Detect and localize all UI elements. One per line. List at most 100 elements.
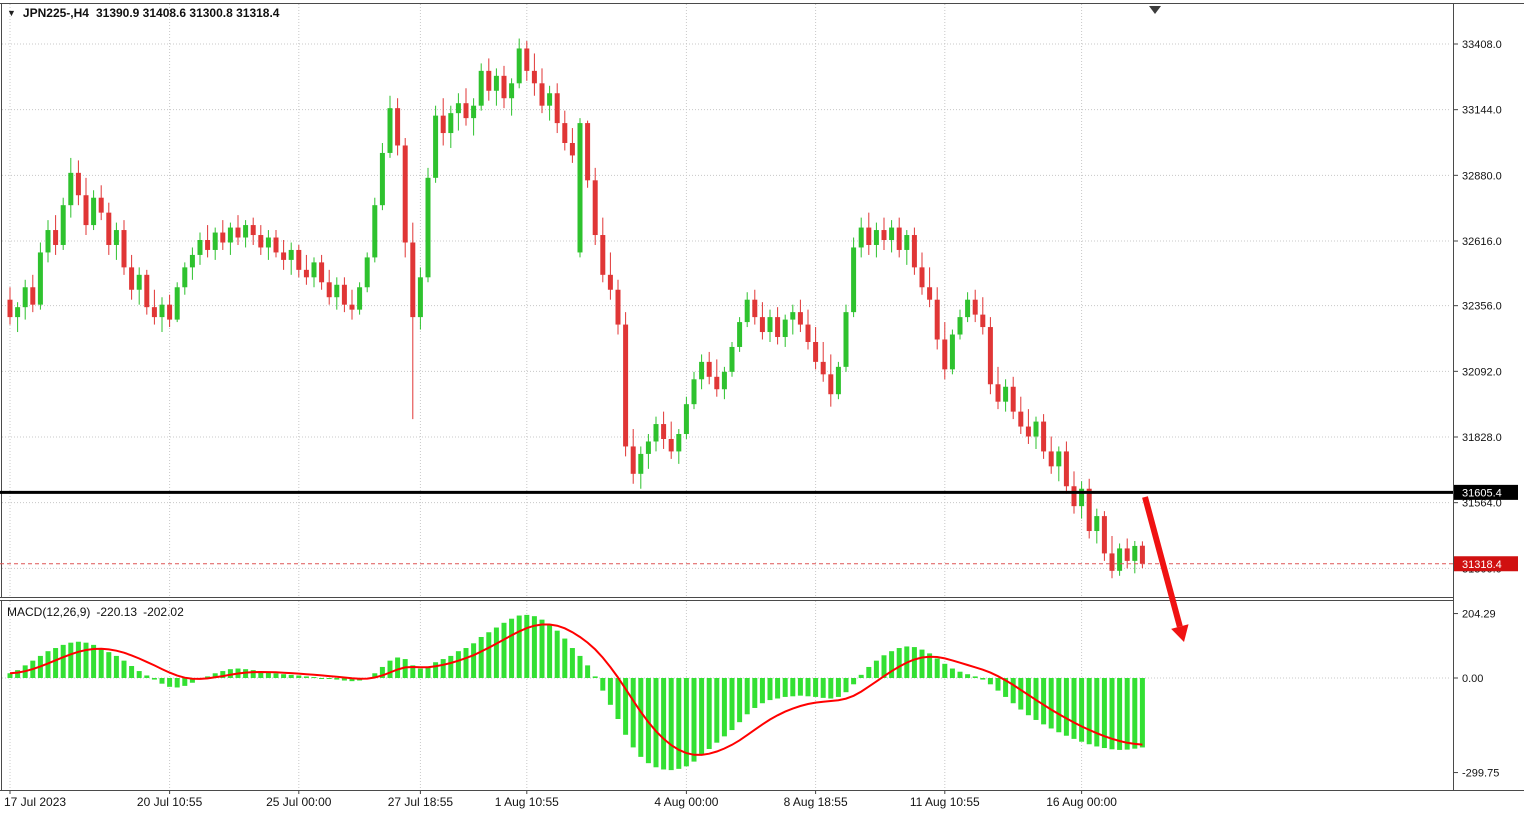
macd-histogram-bar (60, 644, 66, 678)
macd-label: MACD(12,26,9) -220.13 -202.02 (7, 605, 184, 619)
macd-histogram-bar (851, 678, 857, 685)
macd-histogram-bar (205, 676, 211, 678)
macd-histogram-bar (524, 614, 530, 678)
macd-histogram-bar (493, 627, 499, 678)
candle-body (995, 384, 1001, 402)
candle-body (759, 317, 765, 333)
candle-body (896, 227, 902, 250)
candle-body (501, 75, 507, 99)
candle-body (851, 247, 857, 313)
candle-body (965, 299, 971, 318)
macd-histogram-bar (296, 675, 302, 678)
macd-histogram-bar (425, 666, 431, 678)
candle-body (1109, 553, 1115, 571)
candle-body (98, 197, 104, 213)
candle-body (569, 142, 575, 156)
macd-name: MACD(12,26,9) (7, 605, 91, 619)
price-axis-label: 33408.0 (1462, 39, 1502, 51)
price-tags: 31605.4 31318.4 (1454, 484, 1518, 572)
macd-histogram-bar (478, 636, 484, 678)
candle-body (106, 212, 112, 245)
macd-histogram-bar (311, 677, 317, 679)
time-axis-label: 17 Jul 2023 (4, 795, 66, 809)
macd-histogram-bar (805, 678, 811, 697)
price-axis[interactable]: 33408.0 33144.0 32880.0 32616.0 32356.0 32092… (1453, 39, 1502, 780)
candle-body (615, 289, 621, 325)
macd-histogram-bar (174, 678, 180, 688)
candle-body (167, 304, 173, 320)
candle-body (554, 93, 560, 124)
macd-histogram-bar (927, 653, 933, 678)
hline-price-tag (1454, 484, 1518, 500)
candle-body (820, 361, 826, 375)
macd-histogram-bar (554, 630, 560, 678)
drawn-objects[interactable] (0, 490, 1453, 642)
macd-histogram-bar (630, 678, 636, 748)
macd-histogram-bar (1025, 678, 1031, 716)
price-axis-label: 32356.0 (1462, 301, 1502, 313)
time-axis-label: 27 Jul 18:55 (388, 795, 454, 809)
macd-histogram-bar (1010, 678, 1016, 704)
candle-body (144, 274, 150, 308)
candle-body (638, 453, 644, 474)
macd-histogram-bar (144, 675, 150, 678)
macd-histogram-bar (182, 678, 188, 686)
candle-body (372, 205, 378, 258)
candle-body (585, 123, 591, 181)
candle-body (653, 424, 659, 442)
candle-body (797, 312, 803, 325)
macd-histogram-bar (151, 678, 157, 680)
macd-histogram-bar (562, 638, 568, 678)
candle-body (326, 282, 332, 298)
macd-signal-value: -202.02 (143, 605, 184, 619)
time-axis-label: 4 Aug 00:00 (654, 795, 718, 809)
candles-layer (7, 38, 1145, 579)
candle-body (265, 237, 271, 248)
candle-body (737, 322, 743, 347)
macd-histogram-bar (881, 655, 887, 678)
macd-histogram-bar (319, 678, 325, 679)
macd-histogram-bar (1041, 678, 1047, 725)
hline-price-tag-text: 31605.4 (1462, 487, 1502, 499)
candle-body (1056, 451, 1062, 467)
macd-histogram-bar (767, 678, 773, 701)
macd-histogram-bar (167, 678, 173, 687)
candle-body (235, 227, 241, 238)
chart-shift-marker-icon[interactable] (1149, 6, 1161, 14)
trend-arrow[interactable] (1142, 496, 1183, 628)
macd-histogram-bar (1094, 678, 1100, 747)
time-axis-label: 1 Aug 10:55 (495, 795, 559, 809)
macd-histogram-bar (691, 678, 697, 762)
candle-body (121, 230, 127, 268)
candle-body (1117, 548, 1123, 571)
macd-histogram-bar (417, 668, 423, 678)
trend-arrow-head[interactable] (1171, 624, 1189, 642)
panel-splitter[interactable] (0, 598, 1453, 600)
candle-body (129, 267, 135, 290)
macd-histogram-bar (972, 676, 978, 678)
macd-histogram-bar (440, 659, 446, 678)
candle-body (91, 197, 97, 226)
candle-body (942, 339, 948, 370)
bid-price-tag-text: 31318.4 (1462, 559, 1502, 571)
macd-histogram-bar (288, 674, 294, 678)
macd-histogram-bar (843, 678, 849, 693)
candle-body (729, 346, 735, 372)
symbol-dropdown-icon[interactable]: ▼ (7, 8, 16, 18)
candle-body (364, 257, 370, 288)
time-axis[interactable]: 17 Jul 2023 20 Jul 10:55 25 Jul 00:00 27 Ju… (4, 790, 1117, 809)
macd-histogram-bar (129, 666, 135, 678)
candle-body (68, 172, 74, 206)
candle-body (927, 287, 933, 300)
macd-histogram-bar (463, 648, 469, 678)
symbol-timeframe-label: JPN225-,H4 (22, 6, 89, 20)
macd-histogram-bar (98, 648, 104, 678)
candle-body (425, 177, 431, 278)
macd-histogram-bar (334, 678, 340, 680)
time-axis-label: 8 Aug 18:55 (784, 795, 848, 809)
macd-histogram-bar (729, 678, 735, 731)
candle-body (630, 446, 636, 474)
candle-body (683, 404, 689, 435)
macd-histogram-bar (303, 676, 309, 678)
